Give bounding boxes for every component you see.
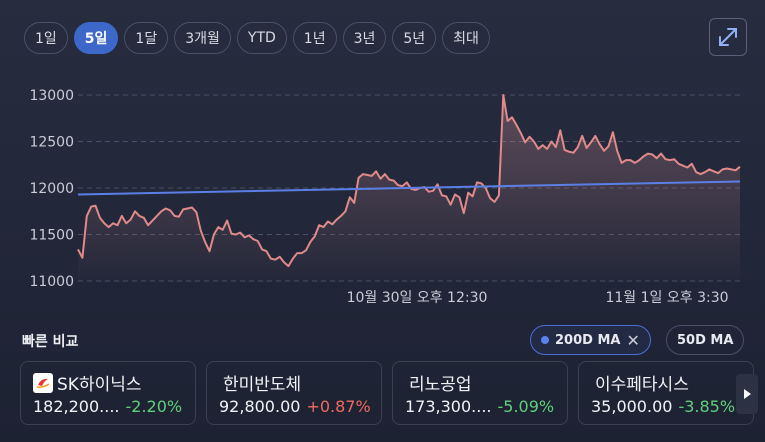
expand-icon <box>719 28 737 46</box>
chart-svg: 13000 12500 12000 11500 11000 10월 30일 오후 12:3… <box>29 88 742 306</box>
card-name-row: 이수페타시스 <box>591 370 741 395</box>
ma-200-label: 200D MA <box>555 332 621 348</box>
quote-row: 182,200.... -2.20% <box>33 397 183 416</box>
sk-logo-icon <box>33 372 53 393</box>
stock-name: 한미반도체 <box>223 375 302 395</box>
y-tick-label: 12000 <box>29 181 74 197</box>
compare-card-sk-hynix[interactable]: SK하이닉스 182,200.... -2.20% <box>20 361 196 425</box>
tab-5y[interactable]: 5년 <box>392 22 437 54</box>
ma-200-toggle[interactable]: 200D MA ✕ <box>530 325 651 355</box>
tab-1m[interactable]: 1달 <box>124 22 169 54</box>
chevron-right-icon <box>744 389 751 399</box>
stock-name: SK하이닉스 <box>57 375 142 395</box>
expand-button[interactable] <box>709 18 747 56</box>
stock-price: 173,300.... <box>405 397 492 416</box>
stock-name: 리노공업 <box>409 375 472 395</box>
price-chart[interactable]: 13000 12500 12000 11500 11000 10월 30일 오후 12:3… <box>0 70 765 315</box>
card-name-row: SK하이닉스 <box>33 370 183 395</box>
price-line <box>77 94 741 268</box>
ma-50-label: 50D MA <box>677 332 734 348</box>
stock-change: -5.09% <box>497 397 555 416</box>
stock-change: -2.20% <box>125 397 183 416</box>
quote-row: 173,300.... -5.09% <box>405 397 555 416</box>
stock-price: 182,200.... <box>33 397 120 416</box>
compare-card-hanmi[interactable]: 한미반도체 92,800.00 +0.87% <box>206 361 382 425</box>
card-name-row: 한미반도체 <box>219 370 369 395</box>
compare-card-isu[interactable]: 이수페타시스 35,000.00 -3.85% <box>578 361 754 425</box>
compare-card-leeno[interactable]: 리노공업 173,300.... -5.09% <box>392 361 568 425</box>
ma-200-dot <box>541 336 549 344</box>
scroll-next-button[interactable] <box>736 374 758 414</box>
tab-5d[interactable]: 5일 <box>73 22 119 54</box>
tab-ytd[interactable]: YTD <box>236 22 287 54</box>
x-tick-label: 11월 1일 오후 3:30 <box>605 290 728 306</box>
card-name-row: 리노공업 <box>405 370 555 395</box>
compare-cards: SK하이닉스 182,200.... -2.20% 한미반도체 92,800.0… <box>20 361 754 425</box>
y-tick-label: 12500 <box>29 135 74 151</box>
tab-3y[interactable]: 3년 <box>342 22 387 54</box>
tab-1d[interactable]: 1일 <box>24 22 68 54</box>
y-tick-label: 11000 <box>29 274 74 290</box>
quick-compare-title: 빠른 비교 <box>22 334 79 350</box>
tab-3m[interactable]: 3개월 <box>174 22 231 54</box>
y-tick-label: 11500 <box>29 228 74 244</box>
quote-row: 35,000.00 -3.85% <box>591 397 741 416</box>
stock-name: 이수페타시스 <box>595 375 689 395</box>
x-tick-label: 10월 30일 오후 12:30 <box>347 290 488 306</box>
tab-1y[interactable]: 1년 <box>292 22 337 54</box>
tab-max[interactable]: 최대 <box>442 22 490 54</box>
close-icon[interactable]: ✕ <box>626 330 640 350</box>
stock-price: 92,800.00 <box>219 397 301 416</box>
range-selector: 1일 5일 1달 3개월 YTD 1년 3년 5년 최대 <box>24 22 490 54</box>
stock-change: -3.85% <box>678 397 736 416</box>
y-tick-label: 13000 <box>29 88 74 104</box>
ma-200-line <box>77 180 741 196</box>
quote-row: 92,800.00 +0.87% <box>219 397 371 416</box>
ma-50-toggle[interactable]: 50D MA <box>666 325 745 355</box>
stock-change: +0.87% <box>306 397 371 416</box>
stock-price: 35,000.00 <box>591 397 673 416</box>
